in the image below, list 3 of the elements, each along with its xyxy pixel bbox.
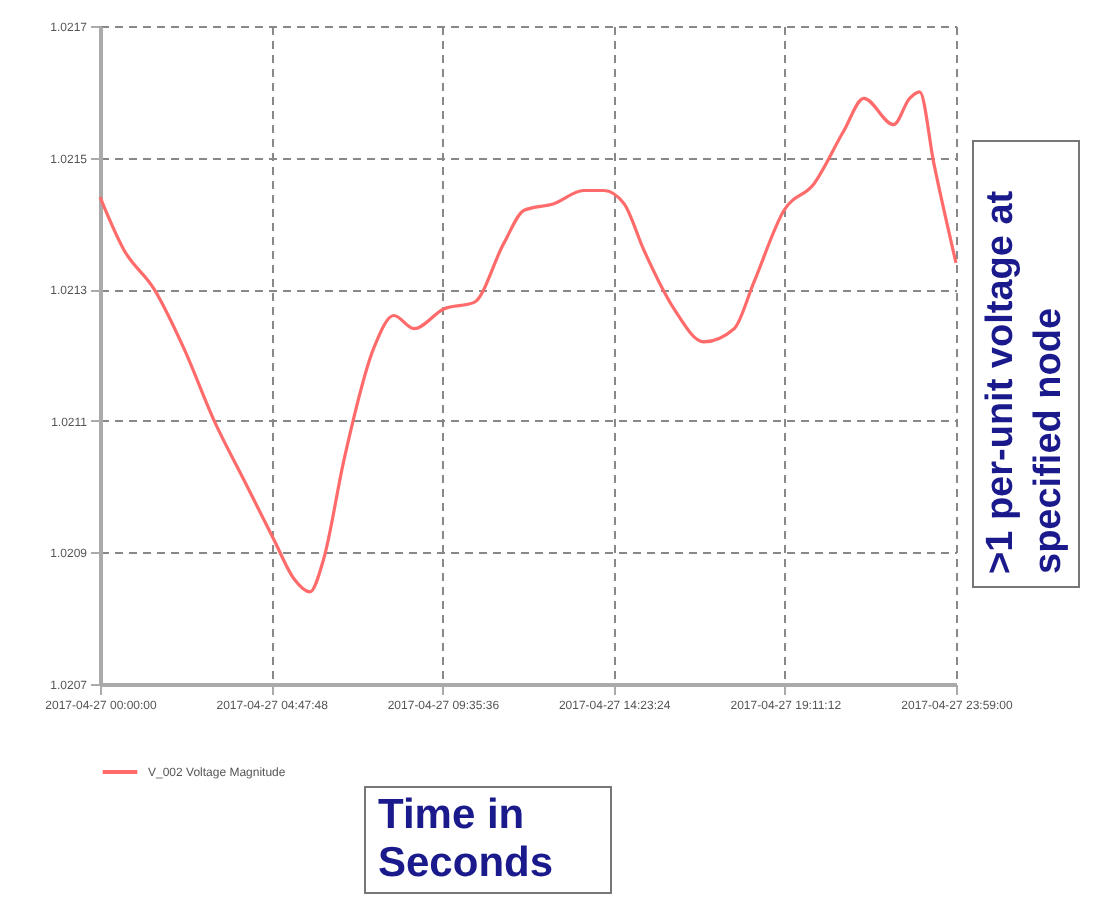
text: Time in Seconds [364,786,612,894]
line-series [98,90,958,594]
text: >1 per-unit voltage at specified node [972,140,1080,588]
